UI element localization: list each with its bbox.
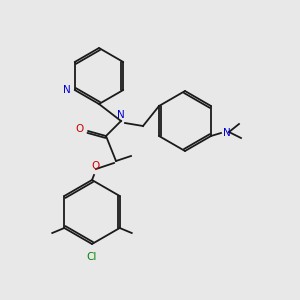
Text: O: O bbox=[76, 124, 84, 134]
Text: N: N bbox=[117, 110, 125, 120]
Text: Cl: Cl bbox=[87, 252, 97, 262]
Text: N: N bbox=[63, 85, 71, 95]
Text: N: N bbox=[223, 128, 231, 138]
Text: O: O bbox=[91, 161, 99, 171]
